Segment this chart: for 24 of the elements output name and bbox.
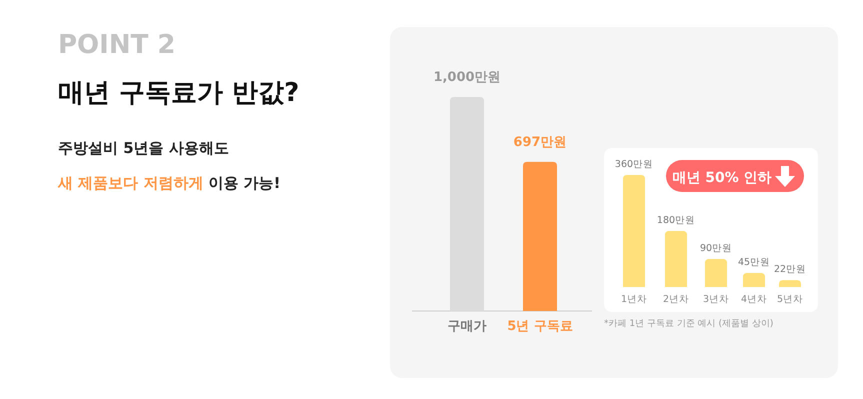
data-label: 45만원 [738, 257, 770, 268]
x-tick-label: 5년 구독료 [507, 319, 573, 334]
text: *카페 1년 구독료 기준 예시 (제품별 상이) [604, 319, 774, 329]
text: 주방설비 5년을 사용해도 [58, 139, 229, 157]
data-label: 360만원 [614, 159, 654, 170]
text: POINT 2 [58, 30, 176, 60]
x-tick-label: 1년차 [620, 294, 648, 305]
data-label: 22만원 [774, 264, 806, 276]
data-label: 180만원 [656, 215, 696, 226]
data-label: 697만원 [513, 134, 567, 150]
text: 새 제품보다 저렴하게 [57, 174, 204, 192]
x-tick-label: 4년차 [740, 294, 768, 305]
data-label: 90만원 [700, 243, 732, 254]
text: 매년 구독료가 반값? [58, 78, 300, 108]
data-label: 1,000만원 [433, 70, 501, 85]
x-tick-label: 3년차 [702, 294, 730, 305]
x-tick-label: 구매가 [448, 319, 486, 334]
bar [743, 273, 765, 287]
x-tick-label: 5년차 [776, 294, 804, 305]
x-tick-label: 2년차 [662, 294, 690, 305]
annotation: 매년 50% 인하 [672, 170, 772, 186]
bar [705, 259, 727, 287]
text: 이용 가능! [208, 174, 281, 192]
bar [665, 231, 687, 287]
